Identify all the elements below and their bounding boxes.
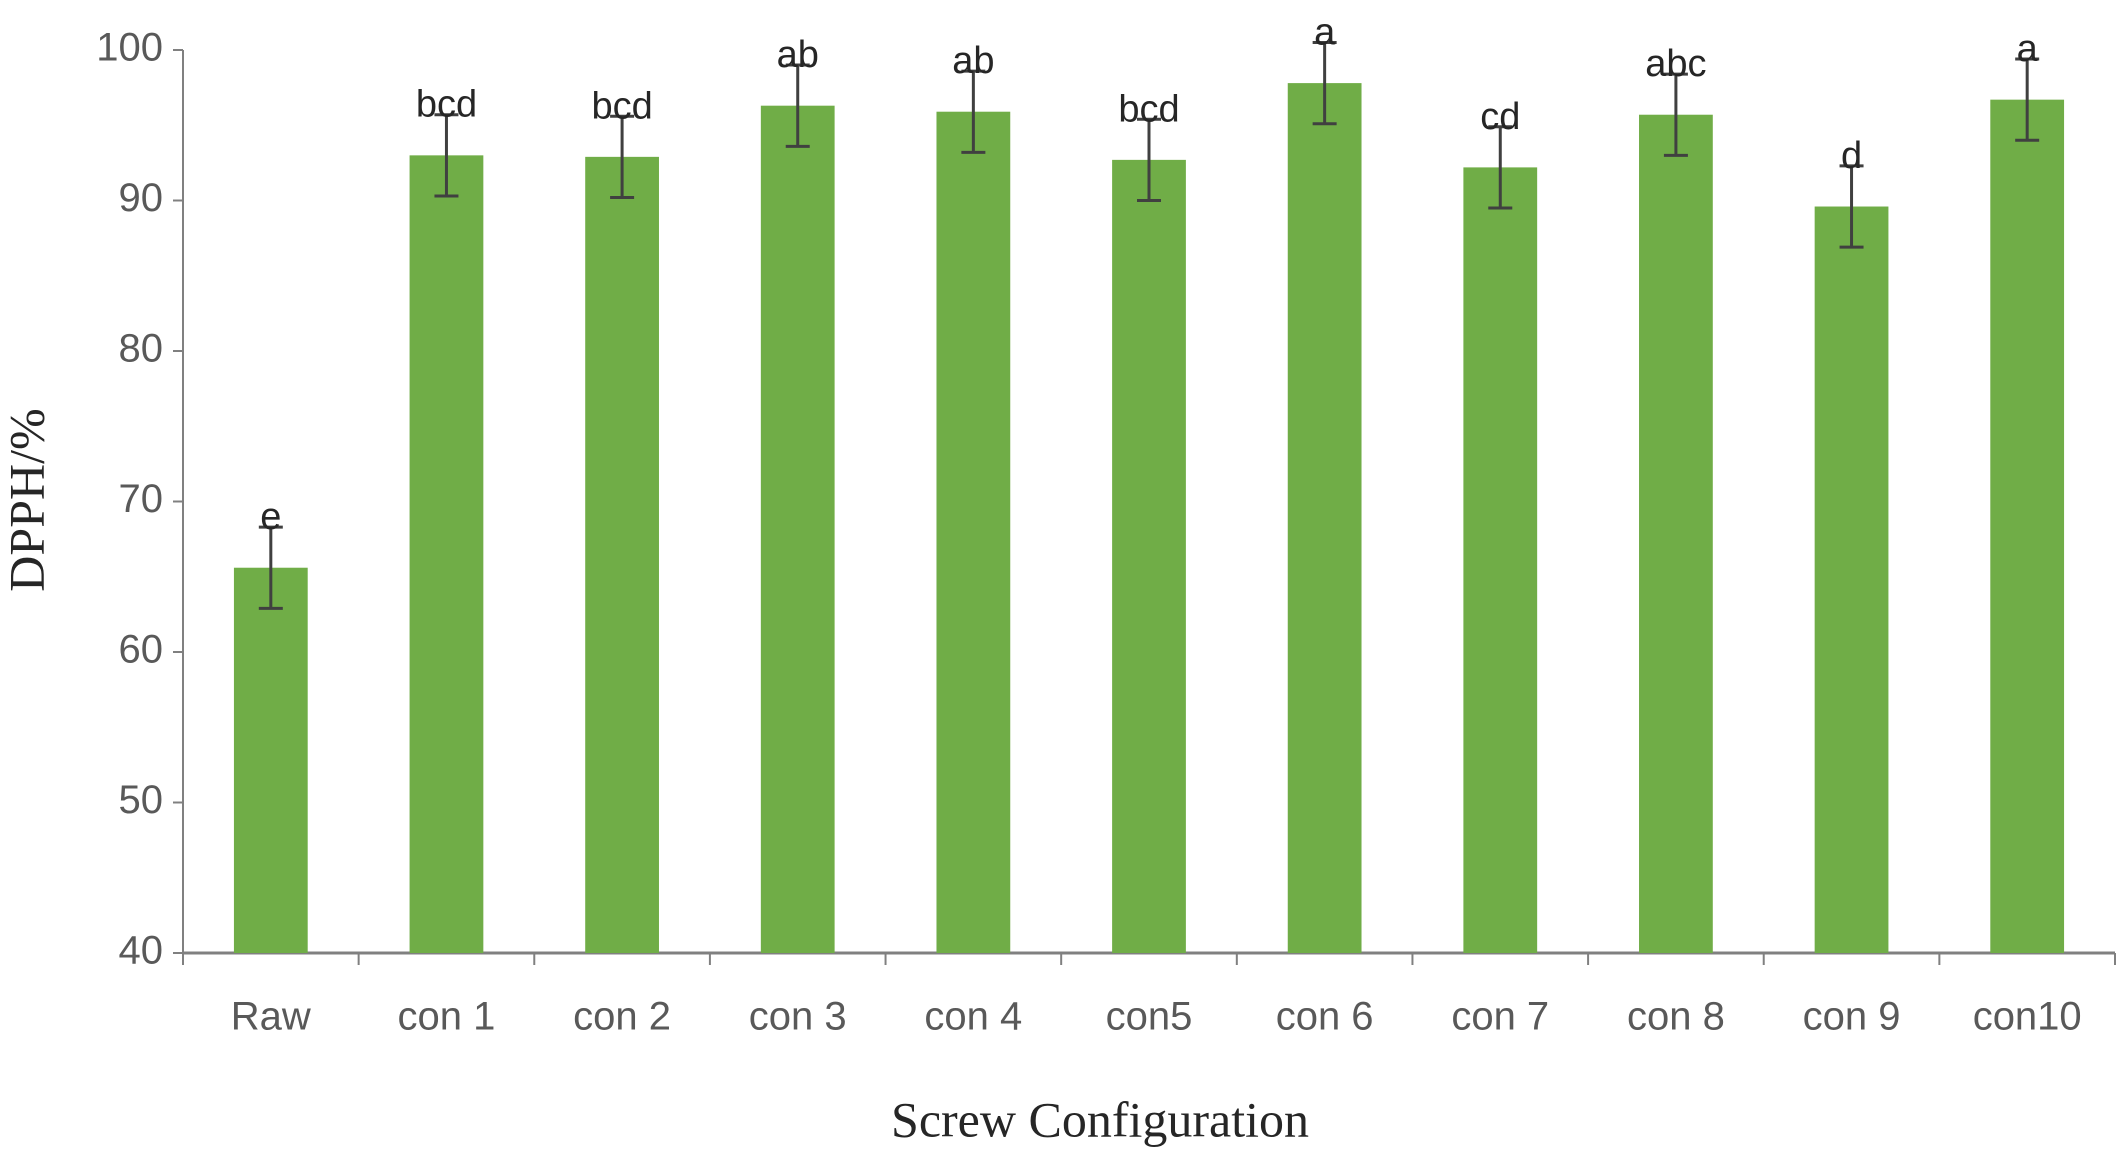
bar	[936, 111, 1011, 953]
significance-letter: ab	[777, 34, 819, 76]
bar	[1112, 159, 1186, 954]
y-tick-label: 60	[119, 628, 164, 672]
x-tick-label: con 3	[749, 995, 847, 1039]
y-tick-label: 40	[119, 929, 164, 973]
y-axis-title: DPPH/%	[0, 408, 54, 591]
y-tick-label: 50	[119, 778, 164, 822]
x-tick-label: con 7	[1451, 995, 1549, 1039]
x-tick-label: con 6	[1276, 995, 1374, 1039]
significance-letter: cd	[1480, 96, 1520, 138]
significance-letter: ab	[952, 40, 994, 82]
x-tick-label: con 2	[573, 995, 671, 1039]
significance-letter: bcd	[1118, 88, 1179, 130]
x-tick-label: con5	[1106, 995, 1193, 1039]
x-tick-label: con 4	[924, 995, 1022, 1039]
x-tick-label: con 1	[398, 995, 496, 1039]
bar	[409, 155, 484, 954]
significance-letter: a	[2017, 28, 2039, 70]
x-axis-title: Screw Configuration	[891, 1091, 1309, 1147]
bar	[1463, 167, 1538, 953]
bar	[1990, 99, 2065, 954]
x-tick-label: con 9	[1803, 995, 1901, 1039]
significance-letter: bcd	[591, 85, 652, 127]
bar	[760, 105, 835, 953]
bar	[1639, 114, 1713, 954]
bar	[585, 156, 659, 954]
x-tick-label: Raw	[231, 995, 311, 1039]
y-tick-label: 90	[119, 176, 164, 220]
x-tick-label: con10	[1973, 995, 2082, 1039]
bar	[1287, 83, 1362, 954]
x-tick-label: con 8	[1627, 995, 1725, 1039]
bar	[1814, 206, 1889, 953]
significance-letter: a	[1314, 12, 1336, 54]
significance-letter: bcd	[416, 84, 477, 126]
significance-letter: d	[1841, 135, 1862, 177]
y-tick-label: 100	[96, 26, 163, 70]
y-tick-label: 80	[119, 327, 164, 371]
significance-letter: e	[260, 496, 281, 538]
significance-letter: abc	[1645, 43, 1706, 85]
y-tick-label: 70	[119, 477, 164, 521]
bar	[233, 567, 308, 953]
